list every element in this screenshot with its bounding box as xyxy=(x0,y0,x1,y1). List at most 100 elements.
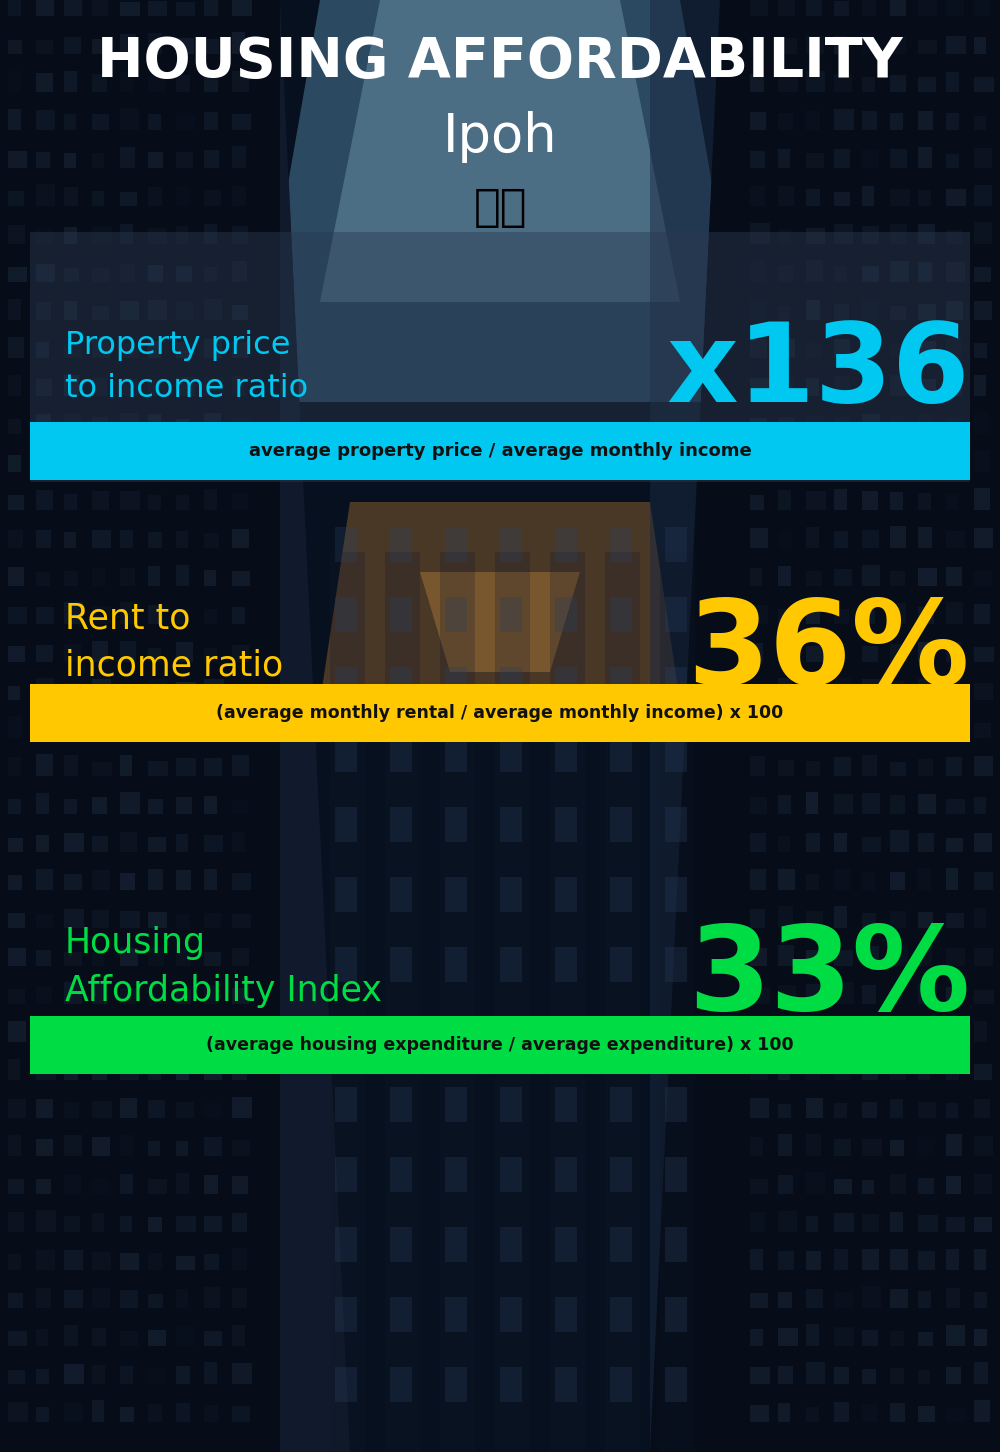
Bar xyxy=(806,723,825,738)
Bar xyxy=(390,1157,412,1192)
Bar xyxy=(862,565,880,587)
Bar xyxy=(232,1096,252,1118)
Bar xyxy=(36,793,49,815)
Bar xyxy=(862,186,874,206)
Bar xyxy=(918,261,932,282)
Bar xyxy=(918,1102,936,1118)
Bar xyxy=(862,450,874,472)
Bar xyxy=(8,756,21,775)
Bar xyxy=(890,0,906,16)
Bar xyxy=(834,417,849,434)
Bar xyxy=(946,1061,959,1080)
Bar xyxy=(750,1022,763,1043)
Bar xyxy=(974,1099,990,1118)
Bar xyxy=(890,113,903,131)
Bar xyxy=(120,1098,137,1118)
Bar xyxy=(232,1140,250,1156)
Bar xyxy=(120,1,140,16)
Bar xyxy=(890,1173,906,1194)
Bar xyxy=(946,229,962,244)
Bar xyxy=(120,414,139,434)
Bar xyxy=(890,450,908,472)
Bar xyxy=(750,1292,768,1308)
Bar xyxy=(8,109,21,131)
Bar xyxy=(92,491,109,510)
Bar xyxy=(64,38,81,54)
Bar xyxy=(778,531,792,547)
Bar xyxy=(120,1175,133,1194)
Bar xyxy=(232,376,245,396)
Bar xyxy=(778,759,794,775)
Bar xyxy=(176,870,191,890)
Bar xyxy=(806,228,825,244)
Bar xyxy=(946,453,959,472)
Bar xyxy=(176,301,193,319)
Bar xyxy=(974,723,991,738)
Bar xyxy=(36,1059,56,1080)
Bar xyxy=(8,0,21,16)
Bar xyxy=(204,1060,222,1080)
Bar xyxy=(232,716,247,738)
Bar xyxy=(890,720,908,738)
Bar xyxy=(148,1024,164,1043)
Bar xyxy=(440,552,475,1452)
Bar xyxy=(36,151,50,168)
Bar xyxy=(232,913,251,928)
Bar xyxy=(834,36,847,54)
Bar xyxy=(36,39,53,54)
Bar xyxy=(8,1212,24,1231)
Bar xyxy=(946,73,959,91)
Bar xyxy=(92,113,109,131)
Bar xyxy=(64,187,78,206)
Bar xyxy=(204,868,217,890)
Bar xyxy=(92,306,109,319)
Bar xyxy=(918,868,931,890)
Bar xyxy=(8,151,27,168)
Bar xyxy=(750,1212,765,1231)
Bar xyxy=(204,951,221,966)
Bar xyxy=(778,610,791,624)
Bar xyxy=(64,643,81,662)
Text: x136: x136 xyxy=(666,318,970,425)
Bar xyxy=(390,877,412,912)
Bar xyxy=(8,190,24,206)
Bar xyxy=(148,379,167,396)
Bar xyxy=(974,797,986,815)
Bar xyxy=(918,794,936,815)
Bar xyxy=(890,1249,908,1270)
Bar xyxy=(974,648,994,662)
Bar xyxy=(148,868,163,890)
Bar xyxy=(120,107,139,131)
Bar xyxy=(918,607,934,624)
Bar xyxy=(176,989,191,1003)
Bar xyxy=(890,831,909,852)
Bar xyxy=(36,530,51,547)
Bar xyxy=(204,0,218,16)
Bar xyxy=(64,1250,83,1270)
Bar xyxy=(918,112,933,131)
Bar xyxy=(974,832,992,852)
Bar xyxy=(120,73,133,91)
Bar xyxy=(390,1227,412,1262)
Bar xyxy=(36,1099,53,1118)
Bar xyxy=(148,680,167,700)
Bar xyxy=(390,807,412,842)
Bar xyxy=(778,112,793,131)
Bar xyxy=(36,184,55,206)
Bar xyxy=(36,1407,49,1422)
Bar xyxy=(148,454,163,472)
Bar xyxy=(750,1249,763,1270)
Bar xyxy=(92,417,108,434)
Bar xyxy=(918,1369,930,1384)
Bar xyxy=(806,112,820,131)
Bar xyxy=(890,306,906,319)
Bar xyxy=(204,719,224,738)
Bar xyxy=(232,261,247,282)
Bar xyxy=(834,723,849,738)
Bar xyxy=(92,870,110,890)
Bar xyxy=(92,723,109,738)
Bar xyxy=(610,877,632,912)
Bar xyxy=(36,489,53,510)
Bar xyxy=(148,948,164,966)
Bar xyxy=(204,680,224,700)
